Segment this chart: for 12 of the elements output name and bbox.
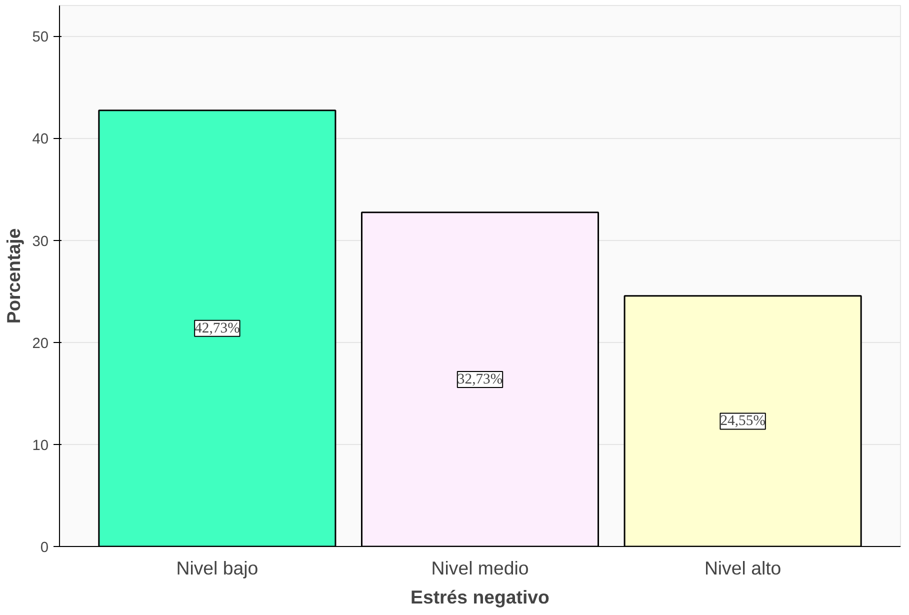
y-tick-label: 50 <box>32 30 49 46</box>
y-tick-label: 30 <box>32 234 49 250</box>
x-tick-label: Nivel medio <box>431 558 529 578</box>
y-tick-label: 40 <box>32 132 49 148</box>
x-axis-title: Estrés negativo <box>410 586 550 608</box>
y-tick-label: 20 <box>32 336 49 352</box>
data-label: 32,73% <box>457 371 503 388</box>
x-tick-label: Nivel alto <box>704 558 782 578</box>
y-tick-label: 0 <box>40 540 49 556</box>
y-axis-title: Porcentaje <box>3 228 24 324</box>
y-tick-label: 10 <box>32 438 49 454</box>
x-tick-label: Nivel bajo <box>176 558 258 578</box>
